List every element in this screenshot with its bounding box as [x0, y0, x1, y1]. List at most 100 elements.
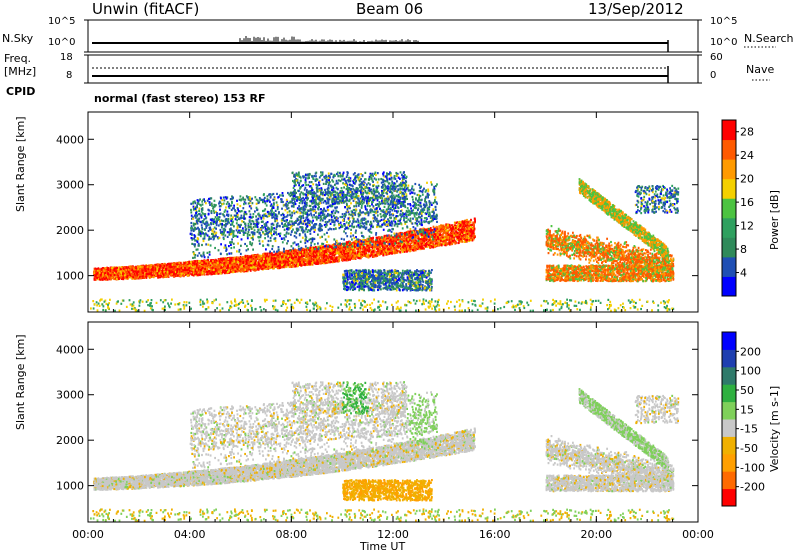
power-cell-1244 [455, 221, 457, 224]
power-cell-3215 [157, 265, 159, 268]
power-cell-4969 [247, 259, 249, 262]
power-cell-2859 [206, 270, 209, 274]
power-cell-3392 [203, 269, 205, 272]
power-cell-3127 [431, 245, 433, 248]
power-cell-3419 [404, 239, 406, 242]
power-cell-3364 [370, 252, 372, 255]
power-cell-2210 [385, 237, 388, 240]
power-cell-2426 [418, 247, 421, 251]
power-cell-4932 [336, 251, 339, 254]
power-cell-1387 [194, 268, 197, 271]
power-cell-1251 [141, 269, 144, 272]
power-cell-4639 [295, 261, 298, 264]
power-cell-3445 [266, 261, 268, 264]
power-cell-1631 [196, 261, 199, 264]
power-cell-4168 [170, 274, 173, 277]
power-cell-1465 [419, 232, 421, 235]
power-cell-747 [385, 253, 388, 256]
power-cell-4016 [368, 250, 370, 253]
power-cell-3172 [186, 263, 189, 266]
power-cell-4729 [400, 249, 403, 252]
power-cell-3782 [429, 227, 432, 230]
power-cell-2639 [390, 250, 393, 253]
power-cell-4832 [449, 234, 452, 237]
power-cell-3311 [155, 264, 157, 267]
status-panel [84, 19, 776, 84]
power-cell-3377 [121, 275, 123, 278]
power-cell-2654 [447, 229, 449, 232]
power-cell-2956 [415, 239, 417, 242]
power-cell-1737 [330, 260, 333, 263]
power-cell-1450 [379, 236, 382, 239]
power-cell-1426 [446, 236, 449, 239]
power-cell-4868 [317, 256, 320, 259]
power-cell-682 [308, 256, 310, 259]
power-cell-1488 [421, 241, 423, 244]
power-cell-700 [468, 239, 471, 243]
power-cell-4739 [357, 250, 359, 253]
power-cell-1920 [462, 234, 464, 237]
power-cell-4786 [407, 238, 410, 241]
power-cell-3324 [354, 239, 357, 242]
power-cell-2518 [118, 266, 121, 269]
power-cell-4600 [362, 246, 365, 249]
power-cell-3891 [439, 244, 441, 247]
power-cell-2974 [327, 257, 330, 260]
power-cell-2685 [333, 252, 336, 255]
power-cell-3101 [432, 239, 434, 242]
power-cell-2599 [94, 278, 97, 281]
power-cell-3102 [311, 263, 314, 266]
power-cell-2514 [352, 241, 355, 244]
power-cell-1913 [449, 237, 452, 241]
power-cell-3183 [142, 268, 145, 271]
power-cell-447 [348, 249, 351, 252]
power-cell-4289 [429, 236, 432, 239]
power-cell-966 [376, 254, 379, 257]
power-cell-589 [258, 260, 261, 263]
power-cell-3382 [333, 254, 336, 257]
power-cell-3803 [367, 253, 370, 256]
power-cell-3425 [390, 252, 392, 255]
power-cell-2366 [207, 264, 209, 267]
power-cell-1594 [288, 260, 291, 263]
power-cell-2835 [403, 245, 406, 248]
power-cell-3414 [264, 263, 267, 266]
power-cell-623 [331, 243, 334, 247]
power-cell-1947 [385, 240, 388, 244]
power-cell-3073 [145, 271, 148, 274]
power-cell-3917 [379, 240, 382, 243]
power-cell-4873 [162, 267, 165, 270]
power-cell-2433 [179, 274, 182, 277]
power-cell-459 [393, 243, 396, 247]
power-cell-3118 [246, 260, 249, 263]
power-cell-3356 [239, 267, 242, 270]
power-cell-3159 [152, 270, 155, 273]
power-cell-3938 [148, 275, 150, 278]
power-cell-2503 [190, 265, 193, 268]
power-cell-2656 [346, 257, 349, 260]
power-cell-2356 [371, 247, 374, 250]
power-cell-4334 [378, 236, 381, 239]
power-cell-4080 [235, 261, 238, 265]
power-cell-3427 [468, 236, 471, 239]
power-cell-3074 [377, 247, 380, 250]
power-cell-492 [451, 237, 454, 240]
power-cell-2984 [326, 247, 329, 251]
power-cell-4663 [326, 250, 329, 253]
power-cell-786 [133, 277, 136, 280]
power-cell-4779 [447, 233, 450, 237]
power-cell-2143 [222, 270, 225, 273]
power-cell-2009 [372, 236, 374, 239]
power-cell-4087 [440, 239, 442, 242]
power-cell-2382 [305, 247, 308, 250]
power-cell-4504 [122, 276, 124, 280]
power-cell-3094 [430, 245, 432, 248]
power-cell-2329 [415, 241, 418, 244]
power-cell-4798 [171, 266, 173, 269]
power-cell-3095 [205, 270, 208, 273]
power-cell-3111 [408, 248, 411, 251]
power-cell-2888 [392, 248, 395, 251]
power-cell-1999 [412, 243, 415, 246]
power-cell-2574 [450, 233, 453, 236]
power-cell-4872 [234, 267, 236, 270]
